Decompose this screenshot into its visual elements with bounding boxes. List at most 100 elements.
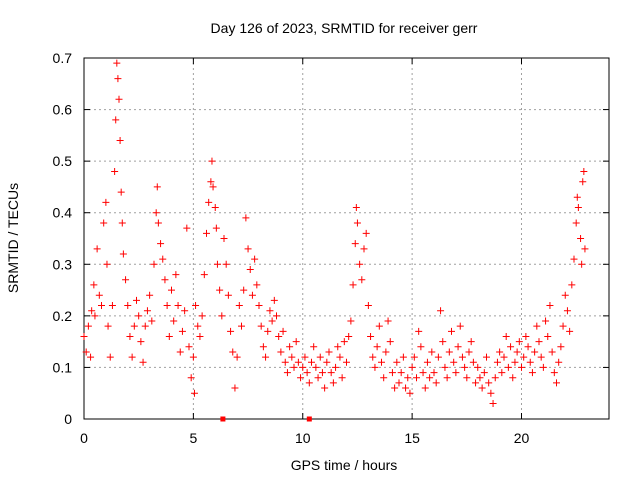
- data-point: [507, 343, 515, 351]
- data-point: [382, 348, 390, 356]
- data-point: [421, 384, 429, 392]
- axis-ticks: 0 5 10 15 20 0 0.1 0.2 0.3 0.4 0.5 0.6 0.7: [53, 50, 609, 446]
- data-point: [518, 363, 525, 371]
- data-point: [443, 374, 451, 382]
- data-point: [415, 327, 423, 335]
- data-point: [378, 358, 385, 366]
- data-point: [141, 322, 149, 330]
- data-point: [343, 358, 350, 366]
- data-point: [548, 348, 556, 356]
- data-point: [557, 343, 565, 351]
- data-point: [80, 332, 88, 340]
- data-point: [194, 322, 202, 330]
- data-point: [208, 157, 216, 165]
- data-point: [579, 178, 587, 186]
- data-point: [224, 291, 232, 299]
- data-point: [550, 369, 558, 377]
- data-point: [116, 137, 124, 145]
- data-point: [504, 363, 512, 371]
- data-point: [115, 95, 123, 103]
- data-point: [108, 302, 116, 310]
- data-point: [303, 369, 311, 377]
- data-point: [266, 307, 274, 315]
- data-point: [148, 317, 156, 325]
- data-point: [413, 374, 420, 382]
- data-point: [553, 379, 560, 387]
- data-point: [454, 343, 462, 351]
- data-point: [325, 348, 333, 356]
- data-point: [163, 302, 171, 310]
- data-point: [402, 384, 410, 392]
- data-point: [308, 358, 315, 366]
- data-point: [165, 332, 173, 340]
- data-point: [327, 369, 335, 377]
- data-point: [84, 322, 92, 330]
- data-point: [352, 204, 360, 212]
- data-point: [568, 281, 576, 289]
- data-point: [321, 384, 329, 392]
- data-point: [542, 317, 550, 325]
- data-point: [181, 307, 189, 315]
- data-point: [238, 322, 245, 330]
- data-point: [531, 348, 539, 356]
- data-point: [522, 332, 530, 340]
- data-point: [242, 214, 250, 222]
- data-point: [448, 327, 455, 335]
- data-point: [244, 245, 252, 253]
- data-point: [275, 332, 283, 340]
- data-point: [168, 286, 175, 294]
- data-point: [391, 384, 399, 392]
- data-point: [329, 379, 337, 387]
- y-tick-label: 0.3: [53, 256, 73, 272]
- data-point: [133, 296, 140, 304]
- data-point: [574, 204, 582, 212]
- data-point: [305, 379, 313, 387]
- data-point: [566, 327, 574, 335]
- data-point: [362, 229, 370, 237]
- x-tick-label: 5: [189, 430, 197, 446]
- data-point: [111, 167, 119, 175]
- data-point: [353, 219, 361, 227]
- y-tick-label: 0: [64, 411, 72, 427]
- y-tick-label: 0.2: [53, 308, 73, 324]
- data-point: [207, 178, 215, 186]
- data-point: [90, 281, 98, 289]
- data-point: [281, 358, 289, 366]
- data-point: [458, 353, 466, 361]
- data-point: [535, 338, 543, 346]
- data-point: [192, 302, 200, 310]
- data-point: [334, 343, 342, 351]
- data-point: [465, 348, 473, 356]
- data-point: [146, 291, 154, 299]
- data-point: [139, 358, 147, 366]
- data-point: [218, 312, 226, 320]
- data-point: [537, 353, 545, 361]
- y-tick-label: 0.4: [53, 205, 73, 221]
- data-point: [170, 317, 178, 325]
- data-point: [154, 219, 162, 227]
- data-point: [419, 369, 427, 377]
- data-point: [153, 183, 161, 191]
- data-point: [262, 353, 270, 361]
- data-point: [371, 363, 379, 371]
- data-point: [157, 240, 165, 248]
- data-point: [573, 193, 581, 201]
- data-point: [423, 358, 431, 366]
- data-point: [559, 322, 567, 330]
- data-point: [434, 353, 442, 361]
- data-point: [367, 332, 375, 340]
- data-point: [539, 363, 547, 371]
- data-point: [82, 348, 90, 356]
- data-point: [130, 322, 138, 330]
- data-point: [478, 384, 486, 392]
- data-point: [119, 250, 127, 258]
- data-point: [152, 209, 160, 217]
- data-point: [472, 379, 480, 387]
- data-point: [452, 369, 460, 377]
- data-point: [500, 353, 508, 361]
- data-point: [395, 379, 403, 387]
- data-point: [581, 245, 589, 253]
- data-point: [336, 353, 344, 361]
- data-point: [172, 271, 180, 279]
- data-point: [189, 353, 197, 361]
